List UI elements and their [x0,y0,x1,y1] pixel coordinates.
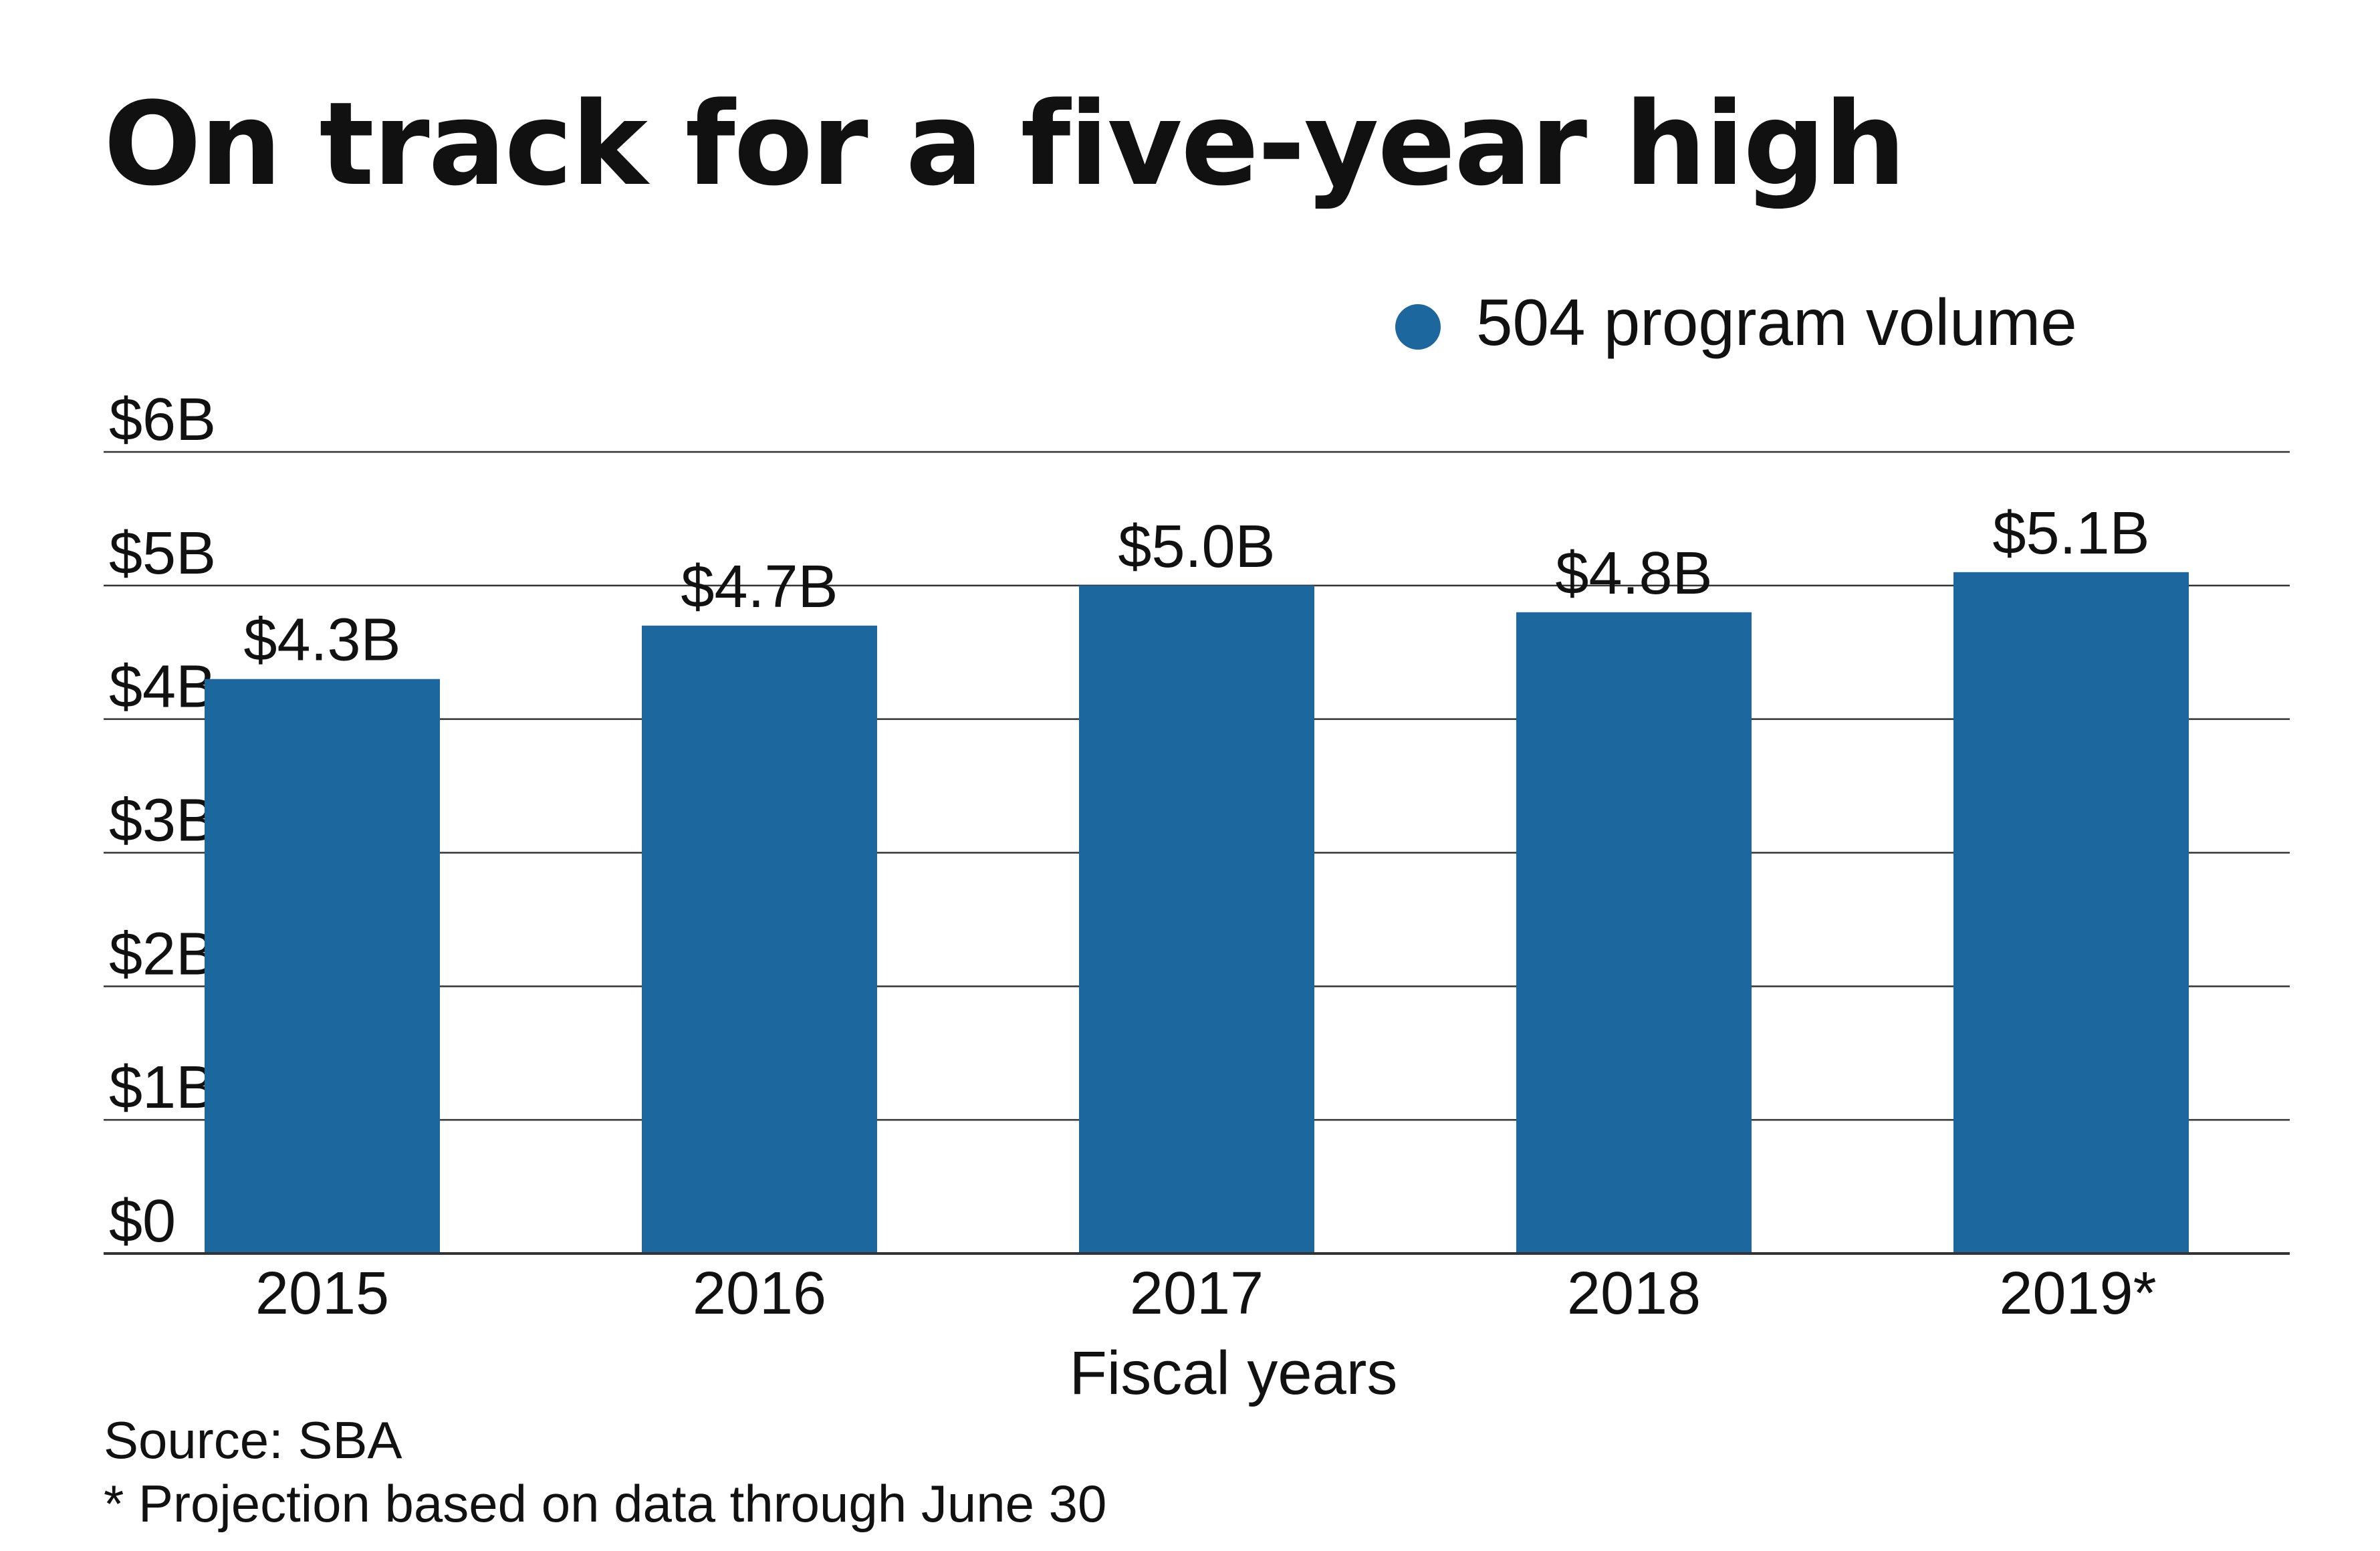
bar-value-label: $5.1B [1992,500,2149,567]
y-tick-label: $3B [109,788,216,854]
bar-value-label: $5.0B [1118,513,1275,580]
y-tick-label: $0 [109,1188,176,1255]
footnote: * Projection based on data through June … [104,1474,1107,1533]
legend: 504 program volume [1395,285,2077,359]
y-axis-ticks: $0 $1B $2B $3B $4B $5B $6B [109,386,216,1255]
x-tick-label: 2019* [1999,1260,2156,1327]
x-axis-ticks: 2015 2016 2017 2018 2019* [104,1252,2290,1327]
y-tick-label: $6B [109,386,216,453]
source-note: Source: SBA [104,1411,402,1469]
y-tick-label: $5B [109,520,216,587]
x-tick-label: 2018 [1567,1260,1701,1327]
bar-value-label: $4.7B [681,554,838,620]
bars [205,572,2189,1254]
chart-title: On track for a five-year high [104,77,1906,211]
x-axis-label: Fiscal years [1070,1339,1398,1407]
bar-data-labels: $4.3B $4.7B $5.0B $4.8B $5.1B [243,500,2149,674]
y-tick-label: $1B [109,1054,216,1121]
bar [1079,585,1314,1254]
bar-value-label: $4.3B [243,607,400,674]
x-tick-label: 2016 [693,1260,826,1327]
bar [1953,572,2189,1254]
bar [642,625,877,1254]
bar [1516,612,1752,1254]
x-tick-label: 2015 [255,1260,389,1327]
y-tick-label: $2B [109,921,216,987]
x-tick-label: 2017 [1130,1260,1264,1327]
bar [205,679,440,1254]
y-tick-label: $4B [109,654,216,721]
bar-value-label: $4.8B [1555,540,1712,607]
legend-label: 504 program volume [1476,285,2077,359]
legend-marker [1395,304,1441,350]
